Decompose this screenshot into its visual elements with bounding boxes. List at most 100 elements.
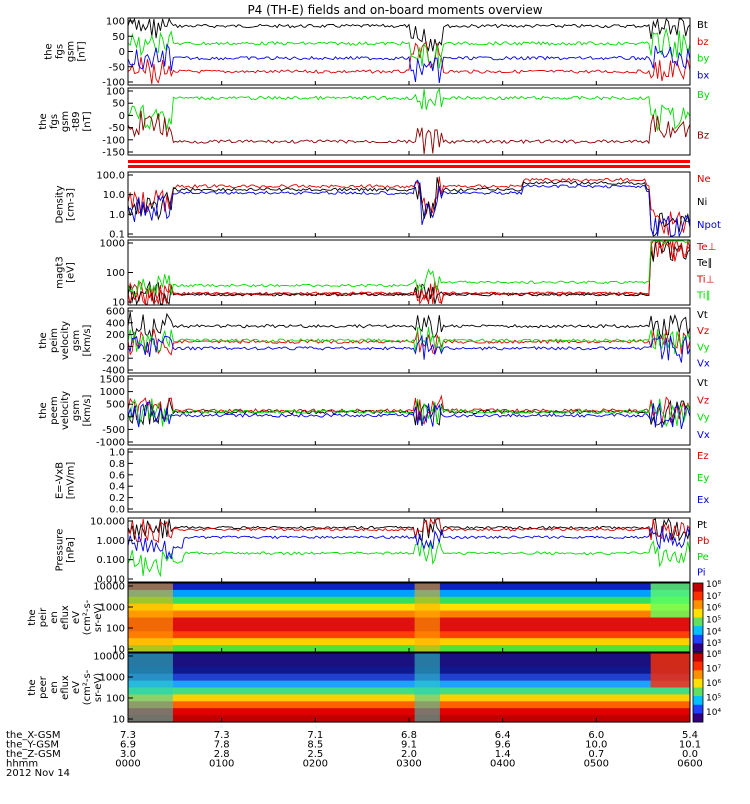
- series-line: [127, 43, 691, 83]
- panel-frame: [127, 171, 691, 238]
- y-axis-label: thefgsgsm[nT]: [44, 41, 88, 62]
- y-axis-label-line: [eV]: [66, 262, 77, 283]
- y-tick-label: -400: [102, 366, 125, 377]
- y-tick-label: 0.8: [109, 459, 125, 470]
- orbit-value: 10.0: [585, 740, 607, 751]
- y-axis-label-line: the: [38, 113, 49, 129]
- y-axis-label-line: eflux: [60, 605, 71, 630]
- spectrogram-feature: [414, 653, 440, 722]
- y-axis-label-line: [km/s]: [82, 324, 93, 356]
- y-tick-label: -50: [109, 62, 125, 73]
- y-axis-label-line: sr-eV): [93, 603, 104, 632]
- y-tick-label: 600: [106, 307, 125, 318]
- y-axis-label-line: velocity: [60, 321, 71, 360]
- spectrogram-feature: [650, 583, 690, 618]
- series-line: [127, 240, 691, 306]
- spectrogram-band: [128, 701, 690, 709]
- series-line: [127, 87, 691, 132]
- colorbar-segment: [693, 704, 703, 714]
- y-tick-label: -50: [109, 123, 125, 134]
- y-axis-label-line: eflux: [60, 675, 71, 700]
- y-axis-label-line: the: [38, 402, 49, 418]
- y-tick-label: 0: [119, 111, 125, 122]
- spectrogram-band: [128, 624, 690, 632]
- colorbar-tick-label: 10⁷: [706, 592, 721, 602]
- series-line: [127, 525, 691, 560]
- series-line: [127, 326, 691, 355]
- colorbar-segment: [693, 653, 703, 663]
- legend-entry: Pt: [697, 520, 707, 531]
- plot-title: P4 (TH-E) fields and on-board moments ov…: [247, 3, 542, 17]
- legend-entry: Ez: [697, 451, 709, 462]
- y-tick-label: 100: [106, 694, 125, 705]
- y-axis-label-line: fgs: [49, 114, 60, 129]
- y-tick-label: 10.000: [90, 517, 125, 528]
- y-tick-label: 0.2: [109, 493, 125, 504]
- y-tick-label: 1500: [100, 375, 125, 386]
- panel-3: 100.0 10.0 1.0 0.1 Density[cm-3] Ne Ni Npot: [55, 171, 721, 241]
- panel-stack: 100500-50-100thefgsgsm[nT]Btbzbybx100500…: [27, 17, 721, 726]
- legend-entry: Vx: [697, 359, 710, 370]
- orbit-row-label: hhmm: [6, 759, 38, 770]
- orbit-value: 0500: [584, 759, 609, 770]
- orbit-value: 10.1: [679, 740, 701, 751]
- colorbar-segment: [693, 643, 703, 653]
- y-axis-label: E=-VxB[mV/m]: [55, 462, 77, 500]
- colorbar-tick-label: 10⁷: [706, 664, 721, 674]
- y-axis-label-line: [km/s]: [82, 394, 93, 426]
- panel-10: 10⁸ 10⁷ 10⁶ 10⁵ 10⁴ 10000 1000 100 10 thepeerenef…: [27, 650, 721, 726]
- y-axis-label-line: velocity: [60, 391, 71, 430]
- legend-entry: Vz: [697, 326, 709, 337]
- orbit-value: 2.8: [214, 749, 230, 760]
- y-axis-label-line: eV: [71, 611, 82, 624]
- colorbar-segment: [693, 687, 703, 697]
- y-tick-label: 100: [106, 268, 125, 279]
- y-axis-label-line: peir: [38, 607, 49, 627]
- y-tick-label: 10.0: [103, 190, 125, 201]
- legend-entry: Pi: [697, 568, 706, 579]
- spectrogram-band: [128, 673, 690, 682]
- colorbar-segment: [693, 713, 703, 723]
- orbit-row-label: the_Z-GSM: [6, 749, 61, 760]
- y-tick-label: 500: [106, 400, 125, 411]
- y-axis-label-line: peer: [38, 675, 49, 699]
- y-tick-label: 1000: [100, 603, 125, 614]
- legend-entry: Bt: [697, 20, 708, 31]
- y-axis-label-line: gsm: [71, 400, 82, 421]
- orbit-value: 1.4: [495, 749, 511, 760]
- y-axis-label-line: sr-eV): [93, 673, 104, 702]
- spectrogram-feature: [128, 583, 173, 652]
- orbit-value: 8.5: [307, 740, 323, 751]
- panel-9: 10⁸10⁷10⁶10⁵10⁴10³10000100010010thepeire…: [27, 580, 721, 656]
- orbit-value: 0600: [677, 759, 702, 770]
- orbit-value: 6.9: [120, 740, 136, 751]
- y-axis-label-line: [nPa]: [66, 537, 77, 563]
- y-axis-label-line: fgs: [55, 44, 66, 59]
- legend-entry: By: [697, 90, 710, 101]
- y-axis-label-line: magt3: [55, 256, 66, 289]
- series-line: [127, 176, 691, 236]
- series-line: [127, 177, 691, 237]
- orbit-value: 2.0: [401, 749, 417, 760]
- spectrogram-band: [128, 617, 690, 625]
- colorbar-segment: [693, 670, 703, 680]
- series-line: [127, 394, 691, 425]
- y-tick-label: 400: [106, 318, 125, 329]
- colorbar-segment: [693, 583, 703, 593]
- legend-entry: Npot: [697, 220, 721, 231]
- y-axis-label-line: (cm²-s-: [82, 599, 93, 635]
- y-tick-label: -500: [102, 425, 125, 436]
- panel-frame: [127, 375, 691, 446]
- y-tick-label: 0.0: [109, 505, 125, 516]
- legend-entry: Vx: [697, 430, 710, 441]
- colorbar-frame: [692, 652, 704, 723]
- orbit-value: 6.8: [401, 730, 417, 741]
- legend-entry: Bz: [697, 131, 709, 142]
- orbit-value: 7.3: [214, 730, 230, 741]
- y-axis-label-line: Density: [55, 185, 66, 223]
- y-axis-label-line: en: [49, 611, 60, 624]
- orbit-value: 3.0: [120, 749, 136, 760]
- y-axis-label-line: E=-VxB: [55, 462, 66, 499]
